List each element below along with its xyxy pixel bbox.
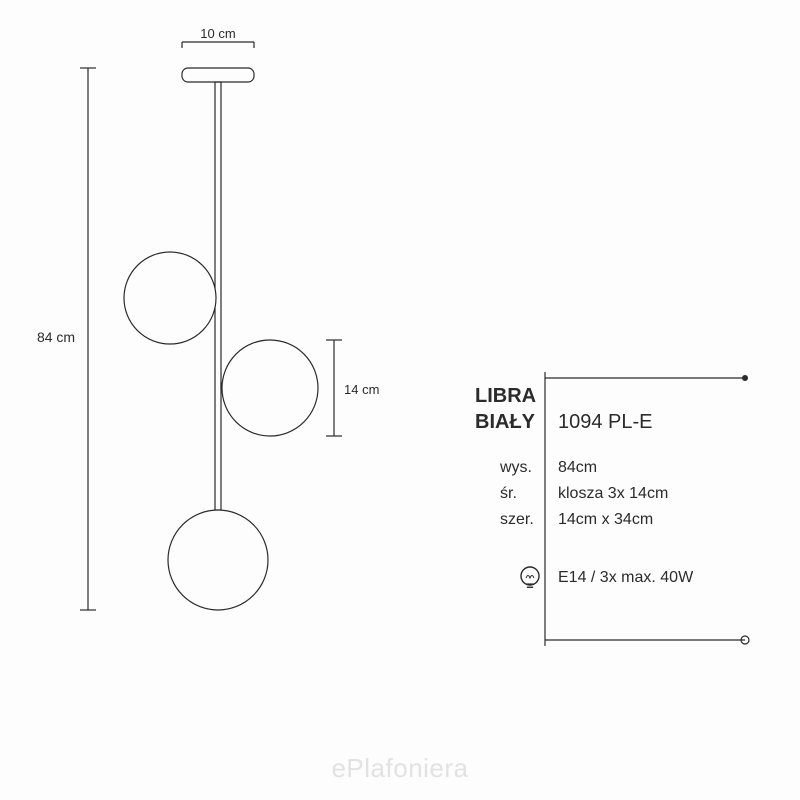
technical-drawing: 10 cm 84 cm 14 cm LIBRA BIAŁY 1094 PL-E wys. 84… — [0, 0, 800, 800]
svg-text:śr.: śr. — [500, 485, 517, 502]
svg-text:klosza 3x 14cm: klosza 3x 14cm — [558, 485, 668, 502]
svg-text:E14 / 3x max. 40W: E14 / 3x max. 40W — [558, 569, 694, 586]
svg-text:BIAŁY: BIAŁY — [475, 411, 536, 433]
svg-text:84cm: 84cm — [558, 459, 597, 476]
svg-text:wys.: wys. — [499, 459, 532, 476]
svg-text:10 cm: 10 cm — [200, 26, 235, 41]
watermark-text: ePlafoniera — [331, 753, 468, 784]
svg-text:14cm x 34cm: 14cm x 34cm — [558, 511, 653, 528]
svg-text:szer.: szer. — [500, 511, 534, 528]
svg-text:1094 PL-E: 1094 PL-E — [558, 411, 653, 433]
svg-text:LIBRA: LIBRA — [475, 385, 536, 407]
svg-text:14 cm: 14 cm — [344, 382, 379, 397]
svg-text:84 cm: 84 cm — [37, 329, 75, 345]
